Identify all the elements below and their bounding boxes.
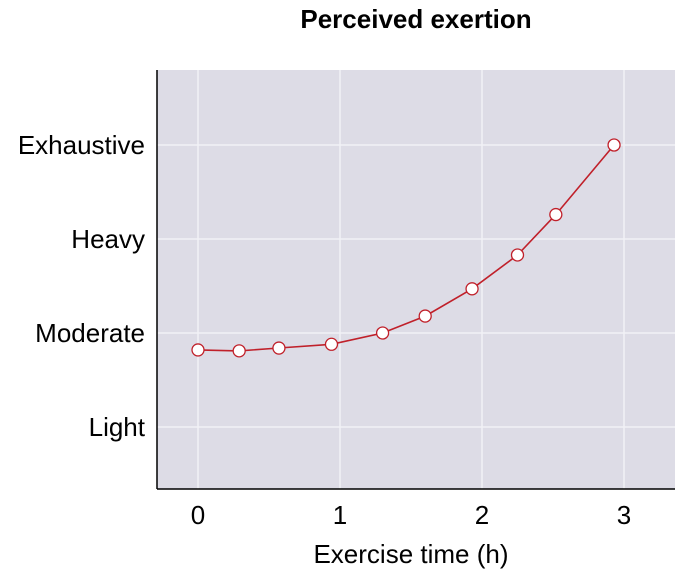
x-tick-label: 3 [617,500,631,530]
data-point [375,326,390,340]
grid [157,70,675,489]
x-axis-label: Exercise time (h) [313,539,508,569]
data-point [549,207,563,222]
series-line [197,144,615,352]
x-tick-labels: 0 1 2 3 [191,500,631,530]
plot-background [157,70,675,489]
chart-title: Perceived exertion [300,4,531,34]
data-point [418,309,432,323]
data-point [465,282,479,296]
series [191,138,621,358]
x-tick-label: 2 [475,500,489,530]
y-tick-labels: Light Moderate Heavy Exhaustive [18,130,146,442]
y-tick-label: Moderate [35,318,145,348]
x-tick-label: 0 [191,500,205,530]
data-point [510,248,525,262]
x-tick-label: 1 [333,500,347,530]
y-tick-label: Heavy [71,224,145,254]
data-point [324,337,339,351]
y-tick-label: Light [89,412,146,442]
data-point [607,138,621,152]
data-point [232,344,246,358]
data-point [272,341,286,355]
y-tick-label: Exhaustive [18,130,145,160]
data-point [191,343,205,357]
